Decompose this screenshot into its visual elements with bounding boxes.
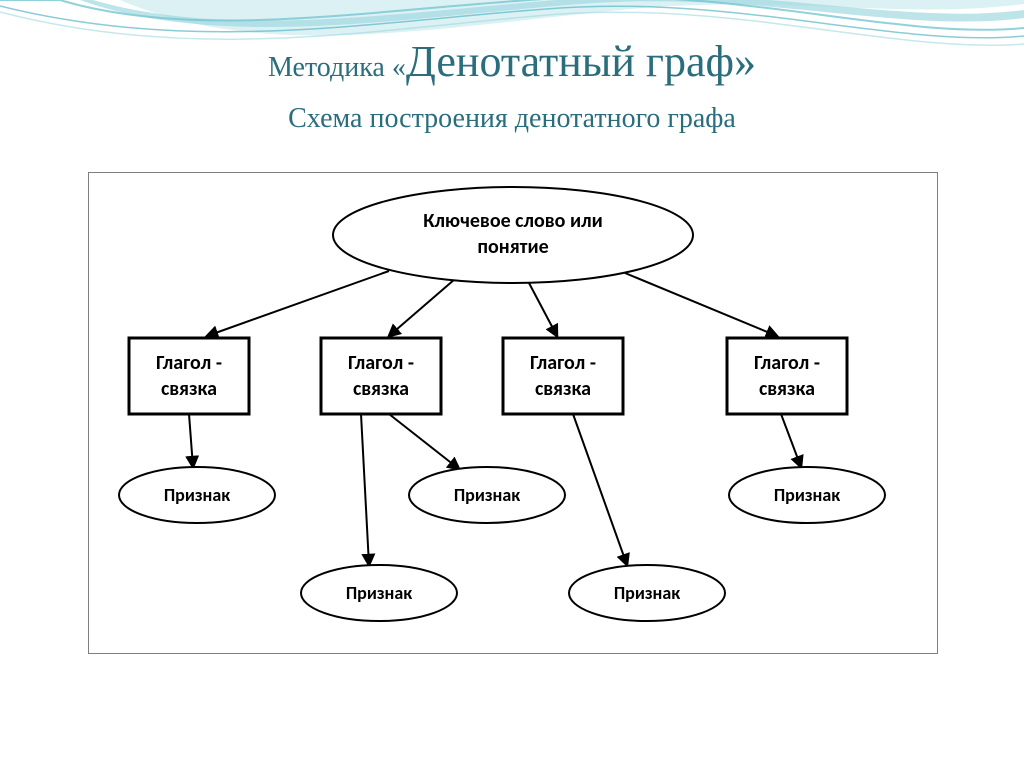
verb-node: Глагол - связка [503, 338, 623, 414]
verb-line1: Глагол - [754, 351, 820, 375]
feature-node: Признак [301, 565, 457, 621]
root-node: Ключевое слово или понятие [333, 187, 693, 283]
edge [625, 273, 777, 336]
diagram-frame: Ключевое слово или понятие Глагол - связ… [88, 172, 938, 654]
feature-node: Признак [409, 467, 565, 523]
feature-label: Признак [164, 484, 230, 506]
feature-node: Признак [569, 565, 725, 621]
edge [389, 414, 459, 469]
root-line2: понятие [477, 235, 548, 259]
feature-label: Признак [614, 582, 680, 604]
verb-line2: связка [353, 377, 409, 401]
edge [781, 414, 801, 467]
verb-line1: Глагол - [156, 351, 222, 375]
title-subtitle: Схема построения денотатного графа [0, 103, 1024, 135]
feature-node: Признак [119, 467, 275, 523]
denotation-graph: Ключевое слово или понятие Глагол - связ… [89, 173, 937, 653]
verb-line1: Глагол - [530, 351, 596, 375]
verb-line2: связка [759, 377, 815, 401]
title-prefix: Методика « [268, 52, 406, 83]
verb-line1: Глагол - [348, 351, 414, 375]
feature-node: Признак [729, 467, 885, 523]
edge [207, 271, 389, 336]
feature-label: Признак [774, 484, 840, 506]
edge [361, 414, 369, 565]
root-line1: Ключевое слово или [423, 209, 603, 233]
title-main: Денотатный граф» [406, 37, 756, 86]
edge [529, 283, 557, 336]
edge [573, 414, 627, 565]
verb-node: Глагол - связка [129, 338, 249, 414]
edge [389, 279, 455, 336]
feature-label: Признак [454, 484, 520, 506]
feature-label: Признак [346, 582, 412, 604]
slide-title: Методика «Денотатный граф» Схема построе… [0, 36, 1024, 135]
edge [189, 414, 193, 467]
verb-line2: связка [161, 377, 217, 401]
verb-node: Глагол - связка [321, 338, 441, 414]
verb-line2: связка [535, 377, 591, 401]
verb-node: Глагол - связка [727, 338, 847, 414]
